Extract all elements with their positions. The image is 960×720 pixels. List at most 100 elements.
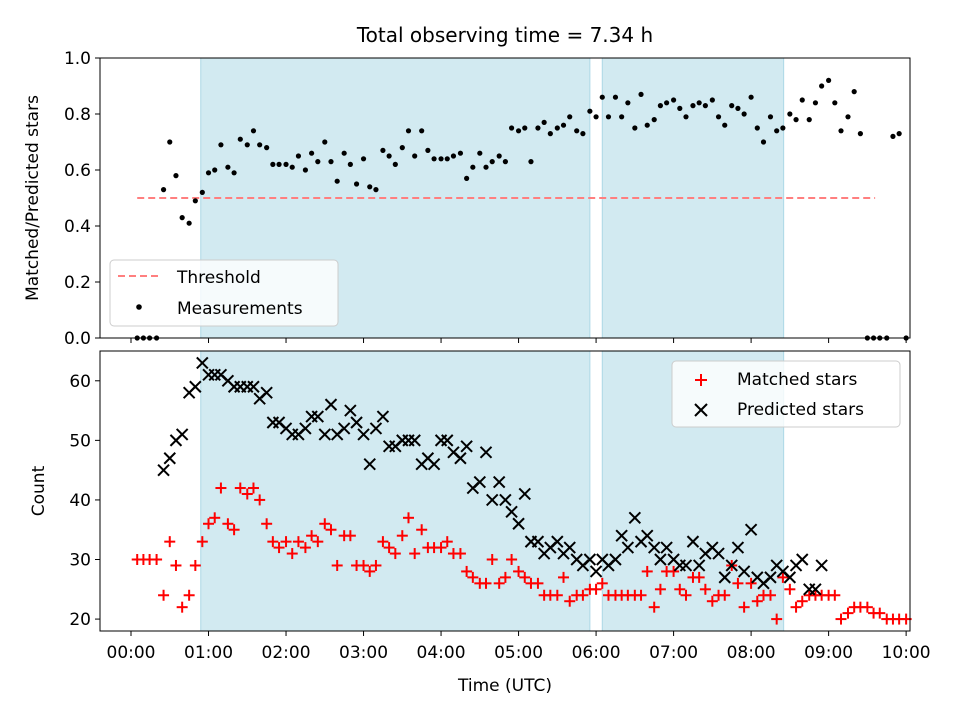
measurement-point xyxy=(619,114,625,120)
measurement-point xyxy=(541,119,547,125)
matched-star-point xyxy=(389,548,401,560)
matched-star-point xyxy=(454,548,466,560)
measurement-point xyxy=(367,184,373,190)
predicted-star-point xyxy=(725,559,738,572)
measurement-point xyxy=(289,164,295,170)
matched-star-point xyxy=(706,595,718,607)
matched-star-point xyxy=(286,548,298,560)
measurement-point xyxy=(787,111,793,117)
matched-star-point xyxy=(777,571,789,583)
top-y-tick-label: 0.4 xyxy=(64,217,91,237)
matched-star-point xyxy=(480,577,492,589)
measurement-point xyxy=(845,114,851,120)
measurement-point xyxy=(554,125,560,131)
measurement-point xyxy=(683,114,689,120)
matched-star-point xyxy=(409,548,421,560)
top-measurement-points xyxy=(134,77,909,341)
top-legend-box xyxy=(109,259,339,327)
measurement-point xyxy=(605,114,612,120)
matched-star-point xyxy=(306,530,318,542)
measurement-point xyxy=(315,159,321,165)
measurement-point xyxy=(309,150,315,156)
matched-star-point xyxy=(209,512,221,524)
predicted-star-point xyxy=(764,571,777,584)
bot-y-tick-label: 40 xyxy=(69,491,91,511)
top-y-axis-label: Matched/Predicted stars xyxy=(23,95,43,301)
matched-star-point xyxy=(319,518,331,530)
predicted-star-point xyxy=(460,440,473,453)
predicted-star-point xyxy=(505,505,518,519)
measurement-point xyxy=(515,128,522,134)
measurement-point xyxy=(470,164,476,170)
predicted-star-point xyxy=(809,583,822,596)
measurement-point xyxy=(237,136,243,142)
measurement-point xyxy=(690,103,696,109)
measurement-point xyxy=(838,128,844,134)
measurement-point xyxy=(508,125,515,131)
predicted-star-point xyxy=(247,380,260,393)
measurement-point xyxy=(160,187,167,193)
matched-star-point xyxy=(842,607,854,619)
predicted-star-point xyxy=(324,398,338,411)
predicted-star-point xyxy=(583,553,597,566)
x-tick-label: 02:00 xyxy=(262,643,311,663)
matched-star-point xyxy=(751,595,763,607)
measurement-point xyxy=(851,89,857,95)
measurement-point xyxy=(186,220,192,226)
matched-star-point xyxy=(532,577,544,589)
measurement-point xyxy=(496,153,502,159)
measurement-point xyxy=(444,156,450,162)
matched-star-point xyxy=(874,607,886,619)
matched-star-point xyxy=(635,589,647,601)
bottom-y-axis-label: Count xyxy=(29,465,49,516)
matched-star-point xyxy=(861,601,873,613)
measurement-point xyxy=(729,103,735,109)
matched-star-point xyxy=(377,536,389,548)
measurement-point xyxy=(270,161,276,167)
predicted-star-point xyxy=(531,535,545,548)
matched-star-point xyxy=(222,518,234,530)
matched-star-point xyxy=(261,518,273,530)
measurement-point xyxy=(392,161,398,167)
x-tick-label: 10:00 xyxy=(882,643,931,663)
measurement-point xyxy=(244,142,250,148)
matched-star-point xyxy=(402,512,414,524)
matched-star-point xyxy=(745,577,757,589)
measurement-point xyxy=(774,128,780,134)
measurement-point xyxy=(334,178,340,184)
predicted-star-point xyxy=(441,434,454,447)
measurement-point xyxy=(231,170,237,176)
matched-star-point xyxy=(674,583,686,595)
predicted-star-point xyxy=(196,356,209,370)
predicted-star-point xyxy=(712,547,725,560)
measurement-point xyxy=(425,147,431,153)
x-tick-label: 06:00 xyxy=(572,643,621,663)
measurement-point xyxy=(677,105,683,111)
predicted-legend-swatch xyxy=(694,403,708,417)
predicted-star-point xyxy=(783,571,797,584)
matched-star-point xyxy=(461,565,473,577)
predicted-star-point xyxy=(615,529,628,542)
bot-y-tick-label: 30 xyxy=(69,551,91,571)
matched-star-point xyxy=(668,565,680,577)
measurement-point xyxy=(257,142,263,148)
predicted-star-point xyxy=(628,511,642,525)
matched-star-point xyxy=(247,482,259,494)
predicted-star-point xyxy=(648,541,661,554)
predicted-star-point xyxy=(589,565,603,578)
measurement-point xyxy=(173,173,179,179)
predicted-star-point xyxy=(369,422,383,435)
matched-star-point xyxy=(325,524,337,536)
top-y-tick-label: 1.0 xyxy=(64,49,91,69)
matched-star-point xyxy=(641,565,653,577)
measurement-point xyxy=(599,94,605,100)
chart-title: Total observing time = 7.34 h xyxy=(356,23,653,47)
predicted-star-point xyxy=(737,565,751,578)
measurement-point xyxy=(857,131,863,137)
measurement-point xyxy=(574,128,580,134)
measurement-point xyxy=(205,170,212,176)
bottom-axes-frame xyxy=(99,350,911,632)
predicted-star-point xyxy=(641,529,654,542)
measurement-point xyxy=(438,156,444,162)
